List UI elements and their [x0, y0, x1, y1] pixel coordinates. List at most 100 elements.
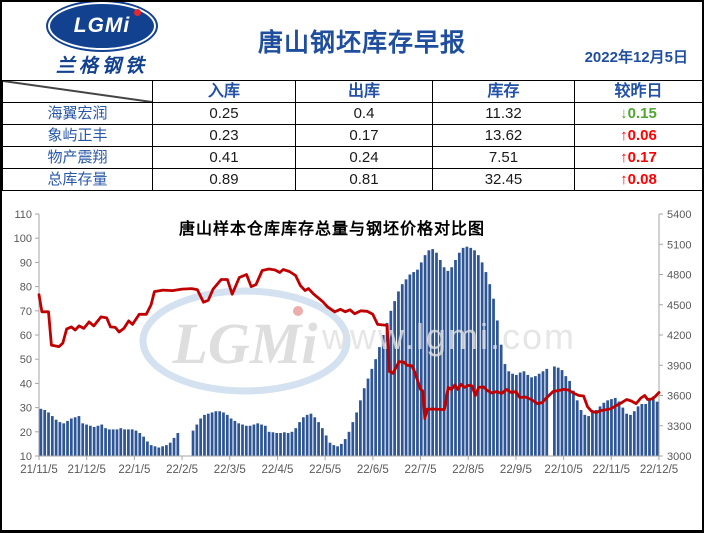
- inventory-bar: [454, 259, 457, 456]
- inventory-bar: [518, 372, 522, 456]
- table-row: 总库存量 0.89 0.81 32.45 ↑0.08: [2, 168, 702, 191]
- inventory-bar: [606, 400, 610, 456]
- inventory-bar: [465, 246, 469, 456]
- stock-value: 32.45: [432, 168, 575, 191]
- inventory-bar: [499, 344, 503, 456]
- inventory-bar: [480, 262, 484, 456]
- chart-watermark: LGMi www.lgmi.com: [139, 287, 576, 395]
- inventory-bar: [233, 420, 237, 456]
- inventory-price-chart: LGMi www.lgmi.com 10 20 30 40 50 60 70 80 90 100 110…: [2, 201, 702, 530]
- right-axis-tick-label: 4200: [667, 330, 691, 342]
- inventory-bar: [397, 291, 400, 456]
- stock-value: 7.51: [432, 146, 575, 169]
- lgmi-watermark-url: www.lgmi.com: [321, 316, 576, 357]
- x-axis-labels: 21/11/5 21/12/5 22/1/5 22/2/5 22/3/5 22/4/5 22…: [20, 456, 678, 476]
- inventory-bar: [206, 413, 210, 456]
- col-header-change: 较昨日: [574, 80, 702, 103]
- lgmi-logo-oval-icon: LGMi: [50, 4, 154, 48]
- inventory-bar: [378, 347, 381, 456]
- x-axis-tick-label: 22/10/5: [544, 464, 582, 476]
- inventory-bar: [317, 422, 320, 456]
- inventory-bar: [435, 252, 438, 456]
- inventory-bar: [267, 431, 271, 456]
- inventory-bar: [476, 255, 480, 456]
- price-line: [37, 267, 661, 421]
- inventory-bar: [149, 445, 153, 456]
- outbound-value: 0.4: [295, 102, 433, 125]
- left-axis-tick-label: 40: [20, 378, 32, 390]
- inventory-bar: [263, 425, 267, 456]
- inventory-bar: [343, 439, 347, 456]
- inventory-bar: [146, 441, 149, 456]
- change-value: ↑0.08: [574, 168, 702, 191]
- inbound-value: 0.25: [152, 102, 296, 125]
- inventory-bar: [412, 272, 416, 456]
- inventory-bar: [77, 416, 81, 456]
- inventory-bar: [648, 400, 651, 456]
- inventory-bar: [514, 374, 518, 456]
- inventory-bar: [85, 424, 88, 456]
- x-axis-tick-label: 22/11/5: [593, 464, 631, 476]
- inventory-bar: [195, 424, 199, 456]
- warehouse-name: 总库存量: [2, 168, 153, 191]
- inventory-bar: [613, 397, 617, 456]
- inventory-bar: [450, 267, 454, 456]
- inventory-bar: [579, 410, 583, 456]
- inventory-bar: [385, 322, 389, 456]
- inventory-bar: [336, 446, 339, 456]
- x-axis-tick-label: 22/6/5: [357, 464, 389, 476]
- right-axis-tick-label: 4800: [667, 270, 691, 282]
- inventory-bar: [275, 433, 279, 456]
- inventory-bar: [560, 370, 564, 456]
- inventory-bar: [537, 373, 541, 456]
- inventory-bar: [92, 426, 96, 456]
- inventory-bar: [111, 429, 115, 456]
- inventory-bar: [655, 401, 659, 456]
- inventory-bar: [374, 359, 377, 456]
- inventory-bar: [526, 374, 530, 456]
- inventory-bar: [271, 432, 275, 456]
- inventory-bar: [43, 410, 47, 456]
- inventory-bar: [203, 414, 206, 456]
- inventory-bar: [488, 284, 492, 456]
- warehouse-name: 象屿正丰: [2, 124, 153, 147]
- inventory-bar: [602, 402, 606, 456]
- inventory-bar: [461, 247, 465, 456]
- inventory-bar: [362, 388, 366, 456]
- inventory-bar: [591, 412, 594, 456]
- right-axis-tick-label: 3000: [667, 451, 691, 463]
- inventory-bar: [168, 442, 172, 456]
- inventory-bar: [438, 259, 442, 456]
- inventory-bar: [244, 425, 248, 456]
- inventory-bar: [416, 269, 419, 456]
- inventory-bar: [218, 411, 222, 456]
- inventory-bar: [366, 378, 370, 456]
- inventory-bar: [138, 433, 142, 456]
- inventory-bar: [347, 431, 351, 456]
- change-value: ↑0.17: [574, 146, 702, 169]
- x-axis-tick-label: 22/1/5: [118, 464, 150, 476]
- lgmi-logo-red-dot-icon: [134, 9, 141, 16]
- lgmi-logo: LGMi 兰格钢铁: [2, 4, 192, 78]
- inventory-bar: [587, 416, 590, 456]
- inventory-bar: [290, 431, 294, 456]
- inventory-bar: [572, 390, 575, 456]
- inventory-bar: [541, 371, 545, 456]
- inbound-value: 0.41: [152, 146, 296, 169]
- inventory-bar: [321, 428, 324, 456]
- x-axis-tick-label: 22/9/5: [500, 464, 532, 476]
- outbound-value: 0.24: [295, 146, 433, 169]
- inventory-bar: [62, 423, 66, 456]
- inventory-bar: [381, 335, 385, 456]
- inventory-bar: [575, 400, 579, 456]
- lgmi-logo-text: LGMi: [73, 14, 131, 37]
- inventory-bar: [473, 250, 476, 456]
- inventory-bar: [100, 424, 104, 456]
- left-axis-tick-label: 50: [20, 354, 32, 366]
- outbound-value: 0.81: [295, 168, 433, 191]
- right-axis-labels: 3000 3300 3600 3900 4200 4500 4800 5100 5400: [659, 209, 691, 463]
- inventory-bar: [191, 430, 195, 456]
- lgmi-logo-subtitle: 兰格钢铁: [55, 56, 148, 77]
- x-axis-tick-label: 22/2/5: [166, 464, 198, 476]
